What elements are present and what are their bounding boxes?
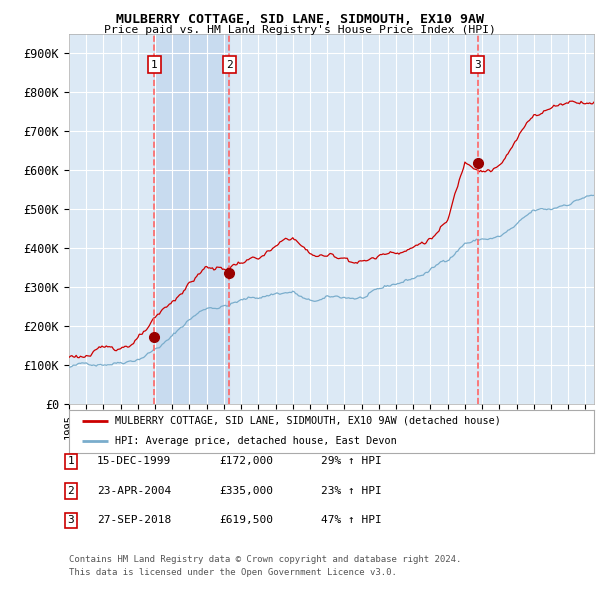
Text: 15-DEC-1999: 15-DEC-1999	[97, 457, 172, 466]
Text: Price paid vs. HM Land Registry's House Price Index (HPI): Price paid vs. HM Land Registry's House …	[104, 25, 496, 35]
Text: 1: 1	[151, 60, 158, 70]
Text: MULBERRY COTTAGE, SID LANE, SIDMOUTH, EX10 9AW (detached house): MULBERRY COTTAGE, SID LANE, SIDMOUTH, EX…	[115, 416, 501, 426]
Text: £619,500: £619,500	[219, 516, 273, 525]
Text: 1: 1	[67, 457, 74, 466]
Text: HPI: Average price, detached house, East Devon: HPI: Average price, detached house, East…	[115, 436, 397, 446]
Text: £335,000: £335,000	[219, 486, 273, 496]
Text: 23-APR-2004: 23-APR-2004	[97, 486, 172, 496]
Text: 2: 2	[226, 60, 233, 70]
Text: 47% ↑ HPI: 47% ↑ HPI	[321, 516, 382, 525]
Text: 2: 2	[67, 486, 74, 496]
Text: 3: 3	[475, 60, 481, 70]
Text: 3: 3	[67, 516, 74, 525]
Text: 27-SEP-2018: 27-SEP-2018	[97, 516, 172, 525]
Text: MULBERRY COTTAGE, SID LANE, SIDMOUTH, EX10 9AW: MULBERRY COTTAGE, SID LANE, SIDMOUTH, EX…	[116, 13, 484, 26]
Text: Contains HM Land Registry data © Crown copyright and database right 2024.: Contains HM Land Registry data © Crown c…	[69, 555, 461, 563]
Text: 23% ↑ HPI: 23% ↑ HPI	[321, 486, 382, 496]
Bar	[154, 34, 229, 404]
Text: 29% ↑ HPI: 29% ↑ HPI	[321, 457, 382, 466]
Text: This data is licensed under the Open Government Licence v3.0.: This data is licensed under the Open Gov…	[69, 568, 397, 576]
Text: £172,000: £172,000	[219, 457, 273, 466]
